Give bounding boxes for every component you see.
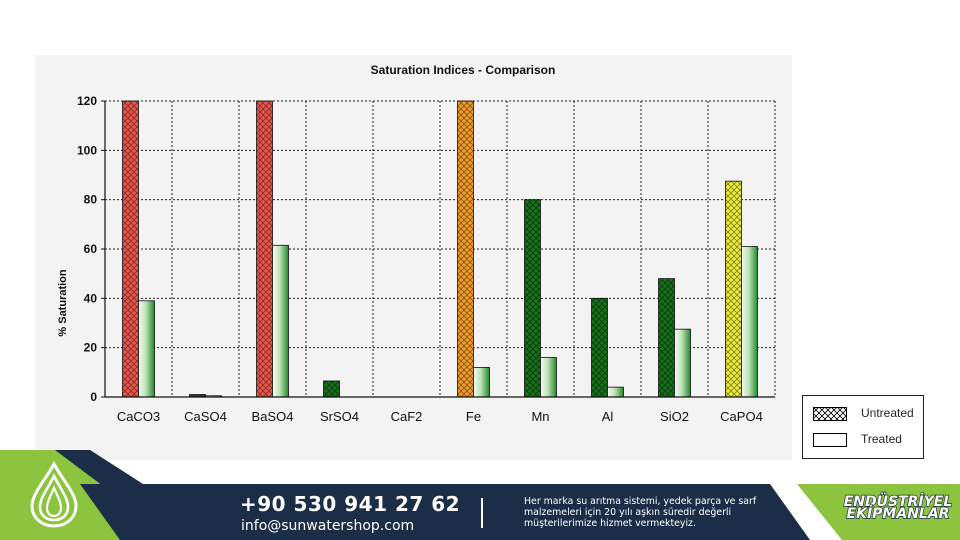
brand-line-1: ENDÜSTRİYEL	[843, 494, 953, 510]
footer-tagline: Her marka su arıtma sistemi, yedek parça…	[524, 496, 757, 529]
bar-untreated-hatch	[189, 394, 206, 397]
chart-title: Saturation Indices - Comparison	[371, 63, 556, 77]
x-tick-label: SrSO4	[320, 409, 359, 424]
legend-label-untreated: Untreated	[861, 406, 914, 420]
footer-green-right	[797, 484, 960, 540]
saturation-chart: Saturation Indices - Comparison % Satura…	[57, 63, 776, 424]
x-tick-label: SiO2	[660, 409, 689, 424]
bar-untreated-hatch	[658, 278, 675, 397]
x-tick-label: CaSO4	[184, 409, 227, 424]
x-tick-label: CaPO4	[720, 409, 763, 424]
legend-label-treated: Treated	[861, 432, 902, 446]
brand-line-2: EKİPMANLAR	[846, 506, 950, 522]
x-tick-label: CaCO3	[117, 409, 160, 424]
y-tick-label: 20	[84, 341, 98, 355]
bar-untreated-hatch	[457, 101, 474, 397]
footer-navy-band	[80, 484, 810, 540]
bar-untreated-hatch	[725, 181, 742, 397]
footer-navy-left	[55, 450, 230, 540]
y-tick-label: 0	[90, 390, 97, 404]
legend-swatch-treated	[813, 433, 847, 447]
x-tick-label: Fe	[466, 409, 481, 424]
bar-untreated-hatch	[591, 298, 608, 397]
footer-divider	[481, 498, 483, 528]
brand-logo-text: ENDÜSTRİYEL EKİPMANLAR	[836, 494, 960, 522]
bar-treated	[607, 386, 624, 398]
y-tick-label: 40	[84, 291, 98, 305]
bar-treated	[540, 357, 557, 398]
y-tick-label: 120	[77, 94, 97, 108]
chart-panel: Saturation Indices - Comparison % Satura…	[35, 55, 792, 460]
email-address[interactable]: info@sunwatershop.com	[241, 518, 415, 534]
legend-swatch-untreated	[813, 407, 847, 421]
bar-treated	[741, 246, 758, 398]
legend-box: Untreated Treated	[802, 395, 924, 459]
bar-treated	[272, 244, 289, 398]
bar-untreated-hatch	[122, 101, 139, 397]
x-tick-label: BaSO4	[252, 409, 294, 424]
y-tick-label: 60	[84, 242, 98, 256]
phone-number[interactable]: +90 530 941 27 62	[240, 492, 461, 516]
y-tick-label: 80	[84, 193, 98, 207]
bar-untreated-hatch	[524, 199, 541, 397]
bar-treated	[674, 328, 691, 398]
legend-item-untreated: Untreated	[813, 406, 923, 422]
bar-treated	[473, 366, 490, 398]
footer-banner	[0, 450, 960, 540]
x-tick-label: Mn	[531, 409, 549, 424]
bar-untreated-hatch	[256, 101, 273, 397]
legend-item-treated: Treated	[813, 432, 923, 448]
y-axis-label: % Saturation	[57, 269, 69, 337]
footer-shapes	[0, 450, 960, 540]
y-tick-label: 100	[77, 143, 97, 157]
x-tick-label: Al	[602, 409, 614, 424]
bar-untreated-hatch	[323, 380, 340, 397]
x-tick-label: CaF2	[391, 409, 423, 424]
bar-treated	[138, 300, 155, 398]
water-drop-logo-icon	[30, 460, 78, 528]
